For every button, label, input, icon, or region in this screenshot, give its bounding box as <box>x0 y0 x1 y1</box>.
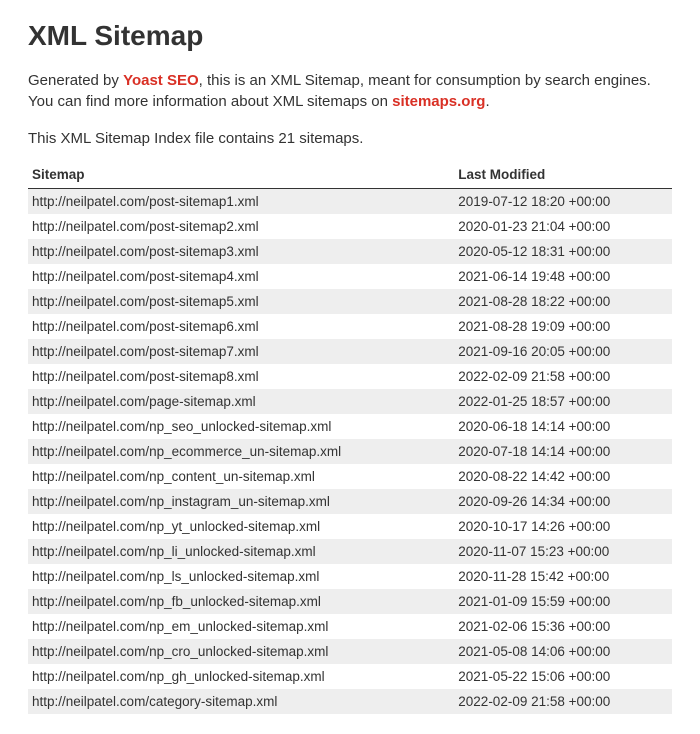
table-row: http://neilpatel.com/post-sitemap2.xml 20… <box>28 214 672 239</box>
table-row: http://neilpatel.com/np_cro_unlocked-sit… <box>28 639 672 664</box>
sitemap-url-cell: http://neilpatel.com/np_ls_unlocked-site… <box>28 564 454 589</box>
sitemap-link[interactable]: http://neilpatel.com/np_seo_unlocked-sit… <box>32 419 331 434</box>
sitemap-link[interactable]: http://neilpatel.com/post-sitemap7.xml <box>32 344 259 359</box>
intro-suffix: . <box>485 93 489 110</box>
last-modified-cell: 2020-06-18 14:14 +00:00 <box>454 414 672 439</box>
sitemap-url-cell: http://neilpatel.com/post-sitemap6.xml <box>28 314 454 339</box>
sitemap-url-cell: http://neilpatel.com/np_li_unlocked-site… <box>28 539 454 564</box>
sitemap-url-cell: http://neilpatel.com/np_em_unlocked-site… <box>28 614 454 639</box>
table-row: http://neilpatel.com/post-sitemap7.xml 20… <box>28 339 672 364</box>
sitemap-url-cell: http://neilpatel.com/np_content_un-sitem… <box>28 464 454 489</box>
sitemap-url-cell: http://neilpatel.com/post-sitemap2.xml <box>28 214 454 239</box>
sitemap-link[interactable]: http://neilpatel.com/post-sitemap5.xml <box>32 294 259 309</box>
sitemap-link[interactable]: http://neilpatel.com/np_instagram_un-sit… <box>32 494 330 509</box>
table-row: http://neilpatel.com/post-sitemap1.xml 20… <box>28 189 672 215</box>
col-lastmodified-header: Last Modified <box>454 161 672 189</box>
sitemap-link[interactable]: http://neilpatel.com/category-sitemap.xm… <box>32 694 277 709</box>
table-row: http://neilpatel.com/np_seo_unlocked-sit… <box>28 414 672 439</box>
last-modified-cell: 2022-01-25 18:57 +00:00 <box>454 389 672 414</box>
sitemap-url-cell: http://neilpatel.com/post-sitemap1.xml <box>28 189 454 215</box>
last-modified-cell: 2021-02-06 15:36 +00:00 <box>454 614 672 639</box>
last-modified-cell: 2020-11-07 15:23 +00:00 <box>454 539 672 564</box>
sitemap-url-cell: http://neilpatel.com/post-sitemap3.xml <box>28 239 454 264</box>
table-row: http://neilpatel.com/np_em_unlocked-site… <box>28 614 672 639</box>
sitemap-url-cell: http://neilpatel.com/np_yt_unlocked-site… <box>28 514 454 539</box>
last-modified-cell: 2020-11-28 15:42 +00:00 <box>454 564 672 589</box>
last-modified-cell: 2021-08-28 18:22 +00:00 <box>454 289 672 314</box>
sitemap-url-cell: http://neilpatel.com/post-sitemap5.xml <box>28 289 454 314</box>
sitemap-link[interactable]: http://neilpatel.com/np_em_unlocked-site… <box>32 619 328 634</box>
last-modified-cell: 2020-01-23 21:04 +00:00 <box>454 214 672 239</box>
sitemap-url-cell: http://neilpatel.com/post-sitemap8.xml <box>28 364 454 389</box>
sitemap-url-cell: http://neilpatel.com/np_seo_unlocked-sit… <box>28 414 454 439</box>
col-sitemap-header: Sitemap <box>28 161 454 189</box>
sitemap-url-cell: http://neilpatel.com/category-sitemap.xm… <box>28 689 454 714</box>
sitemap-url-cell: http://neilpatel.com/post-sitemap7.xml <box>28 339 454 364</box>
last-modified-cell: 2021-01-09 15:59 +00:00 <box>454 589 672 614</box>
intro-paragraph: Generated by Yoast SEO, this is an XML S… <box>28 70 672 112</box>
sitemap-table: Sitemap Last Modified http://neilpatel.c… <box>28 161 672 714</box>
sitemaps-org-link[interactable]: sitemaps.org <box>392 93 485 110</box>
last-modified-cell: 2021-08-28 19:09 +00:00 <box>454 314 672 339</box>
table-row: http://neilpatel.com/np_yt_unlocked-site… <box>28 514 672 539</box>
sitemap-link[interactable]: http://neilpatel.com/np_ecommerce_un-sit… <box>32 444 341 459</box>
last-modified-cell: 2022-02-09 21:58 +00:00 <box>454 364 672 389</box>
last-modified-cell: 2022-02-09 21:58 +00:00 <box>454 689 672 714</box>
sitemap-link[interactable]: http://neilpatel.com/post-sitemap2.xml <box>32 219 259 234</box>
table-row: http://neilpatel.com/post-sitemap8.xml 20… <box>28 364 672 389</box>
last-modified-cell: 2020-10-17 14:26 +00:00 <box>454 514 672 539</box>
sitemap-count: This XML Sitemap Index file contains 21 … <box>28 130 672 147</box>
sitemap-link[interactable]: http://neilpatel.com/page-sitemap.xml <box>32 394 256 409</box>
sitemap-url-cell: http://neilpatel.com/page-sitemap.xml <box>28 389 454 414</box>
table-row: http://neilpatel.com/np_fb_unlocked-site… <box>28 589 672 614</box>
table-row: http://neilpatel.com/post-sitemap6.xml 20… <box>28 314 672 339</box>
last-modified-cell: 2021-09-16 20:05 +00:00 <box>454 339 672 364</box>
table-row: http://neilpatel.com/np_ls_unlocked-site… <box>28 564 672 589</box>
table-row: http://neilpatel.com/page-sitemap.xml 202… <box>28 389 672 414</box>
table-row: http://neilpatel.com/np_content_un-sitem… <box>28 464 672 489</box>
sitemap-link[interactable]: http://neilpatel.com/post-sitemap4.xml <box>32 269 259 284</box>
sitemap-link[interactable]: http://neilpatel.com/np_yt_unlocked-site… <box>32 519 320 534</box>
sitemap-url-cell: http://neilpatel.com/np_ecommerce_un-sit… <box>28 439 454 464</box>
last-modified-cell: 2020-08-22 14:42 +00:00 <box>454 464 672 489</box>
sitemap-link[interactable]: http://neilpatel.com/np_ls_unlocked-site… <box>32 569 319 584</box>
last-modified-cell: 2021-05-08 14:06 +00:00 <box>454 639 672 664</box>
sitemap-link[interactable]: http://neilpatel.com/post-sitemap3.xml <box>32 244 259 259</box>
last-modified-cell: 2020-07-18 14:14 +00:00 <box>454 439 672 464</box>
yoast-link[interactable]: Yoast SEO <box>123 72 199 89</box>
sitemap-link[interactable]: http://neilpatel.com/np_fb_unlocked-site… <box>32 594 321 609</box>
last-modified-cell: 2021-06-14 19:48 +00:00 <box>454 264 672 289</box>
sitemap-url-cell: http://neilpatel.com/post-sitemap4.xml <box>28 264 454 289</box>
sitemap-url-cell: http://neilpatel.com/np_fb_unlocked-site… <box>28 589 454 614</box>
sitemap-link[interactable]: http://neilpatel.com/post-sitemap6.xml <box>32 319 259 334</box>
table-row: http://neilpatel.com/np_gh_unlocked-site… <box>28 664 672 689</box>
table-row: http://neilpatel.com/np_instagram_un-sit… <box>28 489 672 514</box>
sitemap-link[interactable]: http://neilpatel.com/post-sitemap8.xml <box>32 369 259 384</box>
sitemap-url-cell: http://neilpatel.com/np_instagram_un-sit… <box>28 489 454 514</box>
last-modified-cell: 2019-07-12 18:20 +00:00 <box>454 189 672 215</box>
table-row: http://neilpatel.com/post-sitemap5.xml 20… <box>28 289 672 314</box>
last-modified-cell: 2020-09-26 14:34 +00:00 <box>454 489 672 514</box>
table-row: http://neilpatel.com/category-sitemap.xm… <box>28 689 672 714</box>
sitemap-link[interactable]: http://neilpatel.com/np_li_unlocked-site… <box>32 544 316 559</box>
last-modified-cell: 2021-05-22 15:06 +00:00 <box>454 664 672 689</box>
sitemap-url-cell: http://neilpatel.com/np_cro_unlocked-sit… <box>28 639 454 664</box>
sitemap-url-cell: http://neilpatel.com/np_gh_unlocked-site… <box>28 664 454 689</box>
table-row: http://neilpatel.com/np_ecommerce_un-sit… <box>28 439 672 464</box>
table-header-row: Sitemap Last Modified <box>28 161 672 189</box>
sitemap-link[interactable]: http://neilpatel.com/np_content_un-sitem… <box>32 469 315 484</box>
page-title: XML Sitemap <box>28 20 672 52</box>
intro-prefix: Generated by <box>28 72 123 89</box>
sitemap-link[interactable]: http://neilpatel.com/np_gh_unlocked-site… <box>32 669 325 684</box>
sitemap-link[interactable]: http://neilpatel.com/post-sitemap1.xml <box>32 194 259 209</box>
table-row: http://neilpatel.com/post-sitemap4.xml 20… <box>28 264 672 289</box>
table-row: http://neilpatel.com/np_li_unlocked-site… <box>28 539 672 564</box>
table-row: http://neilpatel.com/post-sitemap3.xml 20… <box>28 239 672 264</box>
sitemap-link[interactable]: http://neilpatel.com/np_cro_unlocked-sit… <box>32 644 328 659</box>
last-modified-cell: 2020-05-12 18:31 +00:00 <box>454 239 672 264</box>
